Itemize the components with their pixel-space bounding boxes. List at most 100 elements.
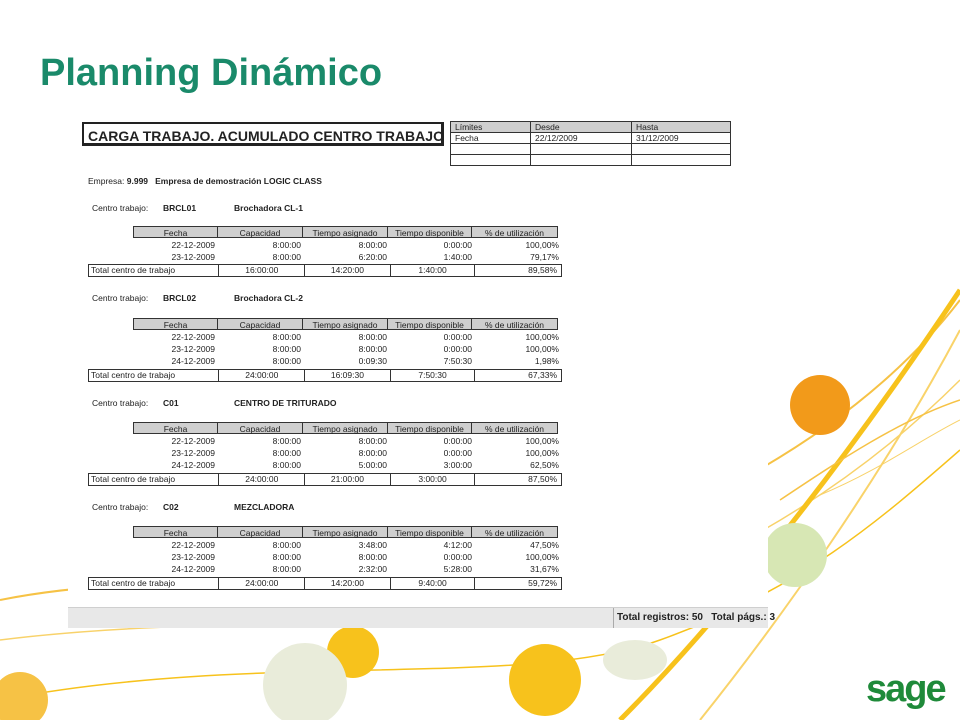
total-cell: 3:00:00: [391, 474, 476, 485]
table-cell: 8:00:00: [272, 552, 301, 562]
centro-code: BRCL01: [163, 203, 197, 213]
table-cell: 8:00:00: [358, 552, 387, 562]
centro-label: Centro trabajo:: [92, 398, 149, 408]
table-cell: 0:00:00: [443, 344, 472, 354]
table-cell: 23-12-2009: [171, 448, 215, 458]
total-cell: 9:40:00: [391, 578, 476, 589]
empresa-label: Empresa:: [88, 176, 125, 186]
column-header: Capacidad: [217, 526, 303, 538]
table-cell: 24-12-2009: [171, 460, 215, 470]
table-cell: 8:00:00: [272, 564, 301, 574]
table-cell: 100,00%: [525, 332, 559, 342]
report-screenshot: CARGA TRABAJO. ACUMULADO CENTRO TRABAJO …: [68, 112, 775, 628]
table-cell: 22-12-2009: [171, 436, 215, 446]
table-row: 23-12-2009 8:00:00 8:00:00 0:00:00 100,0…: [134, 551, 563, 563]
table-row: 22-12-2009 8:00:00 8:00:00 0:00:00 100,0…: [134, 239, 563, 251]
table-cell: 8:00:00: [272, 540, 301, 550]
total-cell: 14:20:00: [305, 578, 391, 589]
table-cell: 0:00:00: [443, 240, 472, 250]
status-bar: Total registros: 50 Total págs.: 3: [68, 607, 775, 628]
table-cell: 8:00:00: [358, 436, 387, 446]
empresa-name: Empresa de demostración LOGIC CLASS: [155, 176, 322, 186]
total-cell: 67,33%: [528, 370, 558, 380]
table-row: 23-12-2009 8:00:00 6:20:00 1:40:00 79,17…: [134, 251, 563, 263]
empresa-code: 9.999: [126, 176, 149, 186]
total-label: Total centro de trabajo: [89, 265, 220, 276]
table-header-row: Fecha Capacidad Tiempo asignado Tiempo d…: [133, 526, 558, 538]
table-cell: 22-12-2009: [171, 240, 215, 250]
table-cell: 100,00%: [525, 436, 559, 446]
table-cell: 22-12-2009: [171, 540, 215, 550]
total-cell: 14:20:00: [305, 265, 391, 276]
table-row: 23-12-2009 8:00:00 8:00:00 0:00:00 100,0…: [134, 343, 563, 355]
table-cell: 8:00:00: [272, 356, 301, 366]
table-row: 22-12-2009 8:00:00 3:48:00 4:12:00 47,50…: [134, 539, 563, 551]
centro-header: Centro trabajo: C02 MEZCLADORA: [92, 502, 294, 512]
table-cell: 8:00:00: [272, 252, 301, 262]
table-header-row: Fecha Capacidad Tiempo asignado Tiempo d…: [133, 318, 558, 330]
table-cell: 24-12-2009: [171, 564, 215, 574]
table-cell: 100,00%: [525, 240, 559, 250]
total-label: Total centro de trabajo: [89, 474, 220, 485]
table-cell: 2:32:00: [358, 564, 387, 574]
limits-cell-hasta: 31/12/2009: [631, 132, 731, 144]
centro-name: Brochadora CL-2: [234, 293, 303, 303]
table-cell: 79,17%: [530, 252, 559, 262]
table-row: 22-12-2009 8:00:00 8:00:00 0:00:00 100,0…: [134, 331, 563, 343]
column-header: % de utilización: [471, 422, 558, 434]
table-cell: 8:00:00: [272, 460, 301, 470]
centro-label: Centro trabajo:: [92, 502, 149, 512]
table-cell: 100,00%: [525, 448, 559, 458]
limits-cell-fecha: Fecha: [450, 132, 531, 144]
column-header: Fecha: [133, 526, 218, 538]
table-cell: 0:09:30: [358, 356, 387, 366]
total-row: Total centro de trabajo 16:00:00 14:20:0…: [88, 264, 562, 277]
table-cell: 23-12-2009: [171, 552, 215, 562]
limits-header-hasta: Hasta: [631, 121, 731, 133]
table-cell: 3:00:00: [443, 460, 472, 470]
total-cell: 24:00:00: [219, 370, 306, 381]
status-separator: [613, 608, 614, 628]
table-cell: 4:12:00: [443, 540, 472, 550]
column-header: Capacidad: [217, 226, 303, 238]
table-cell: 7:50:30: [443, 356, 472, 366]
total-cell: 1:40:00: [391, 265, 476, 276]
column-header: Capacidad: [217, 318, 303, 330]
centro-label: Centro trabajo:: [92, 203, 149, 213]
total-cell: 7:50:30: [391, 370, 476, 381]
centro-header: Centro trabajo: C01 CENTRO DE TRITURADO: [92, 398, 336, 408]
table-cell: 8:00:00: [272, 436, 301, 446]
sage-logo: sage: [866, 668, 947, 710]
table-row: 23-12-2009 8:00:00 8:00:00 0:00:00 100,0…: [134, 447, 563, 459]
table-cell: 0:00:00: [443, 436, 472, 446]
total-row: Total centro de trabajo 24:00:00 21:00:0…: [88, 473, 562, 486]
table-cell: 47,50%: [530, 540, 559, 550]
table-cell: 0:00:00: [443, 552, 472, 562]
total-cell: 24:00:00: [219, 578, 306, 589]
slide-title: Planning Dinámico: [40, 52, 383, 94]
table-header-row: Fecha Capacidad Tiempo asignado Tiempo d…: [133, 422, 558, 434]
table-cell: 3:48:00: [358, 540, 387, 550]
total-paginas: Total págs.: 3: [711, 612, 776, 623]
table-cell: 24-12-2009: [171, 356, 215, 366]
column-header: Tiempo disponible: [387, 422, 472, 434]
total-cell: 89,58%: [528, 265, 558, 275]
column-header: % de utilización: [471, 318, 558, 330]
table-cell: 8:00:00: [358, 240, 387, 250]
table-row: 24-12-2009 8:00:00 5:00:00 3:00:00 62,50…: [134, 459, 563, 471]
centro-header: Centro trabajo: BRCL01 Brochadora CL-1: [92, 203, 303, 213]
total-row: Total centro de trabajo 24:00:00 14:20:0…: [88, 577, 562, 590]
table-cell: 0:00:00: [443, 332, 472, 342]
table-cell: 100,00%: [525, 344, 559, 354]
table-row: 24-12-2009 8:00:00 0:09:30 7:50:30 1,98%: [134, 355, 563, 367]
table-cell: 23-12-2009: [171, 344, 215, 354]
table-cell: 8:00:00: [358, 448, 387, 458]
record-count: Total registros: 50 Total págs.: 3: [617, 612, 775, 623]
column-header: Tiempo disponible: [387, 226, 472, 238]
table-header-row: Fecha Capacidad Tiempo asignado Tiempo d…: [133, 226, 558, 238]
column-header: % de utilización: [471, 226, 558, 238]
table-cell: 8:00:00: [272, 240, 301, 250]
table-cell: 8:00:00: [358, 332, 387, 342]
centro-code: C02: [163, 502, 179, 512]
